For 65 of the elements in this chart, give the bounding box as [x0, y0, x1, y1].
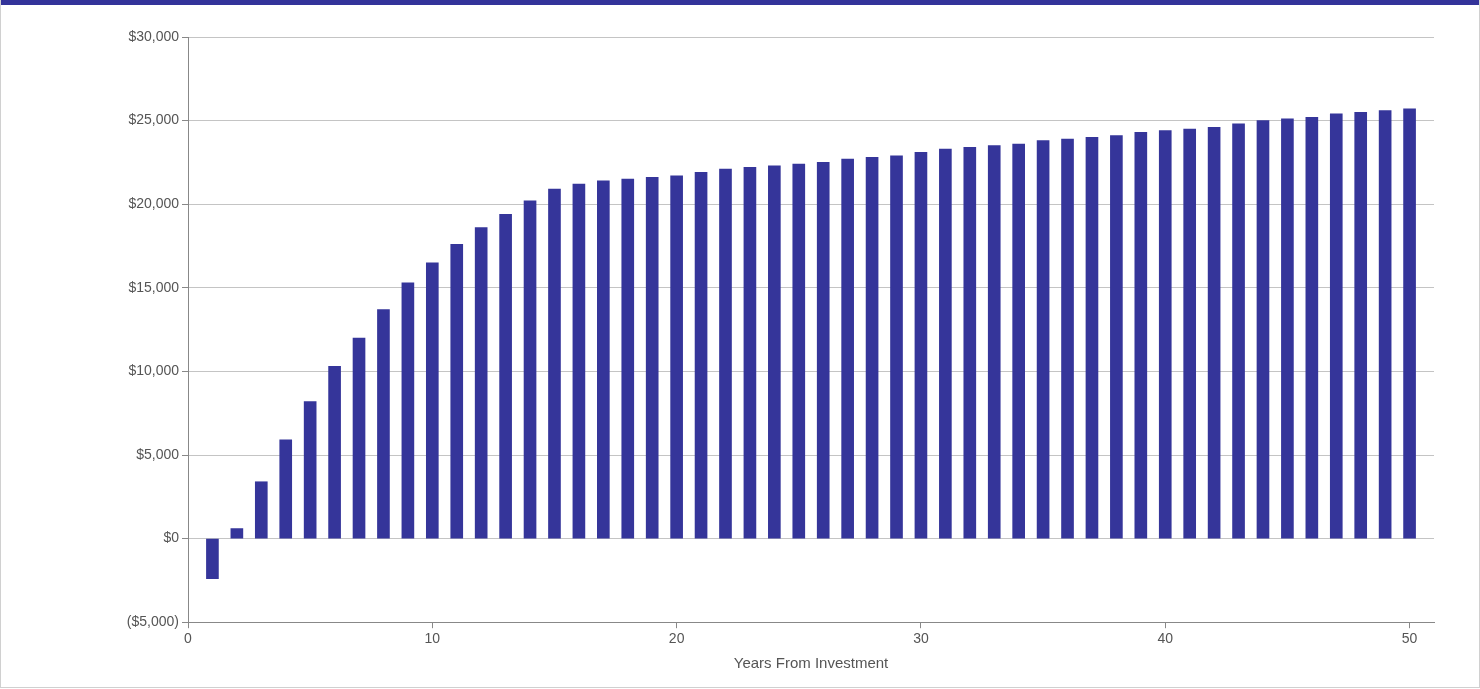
bar — [719, 168, 732, 539]
bar — [1110, 135, 1123, 539]
bar — [963, 147, 977, 539]
bar — [792, 163, 806, 539]
x-tick-label: 0 — [184, 630, 193, 647]
bar — [1305, 116, 1319, 539]
bar — [1256, 120, 1270, 539]
bar — [1061, 138, 1074, 539]
bar — [645, 177, 659, 539]
x-tick-label: 20 — [668, 630, 685, 647]
bar — [1378, 110, 1392, 539]
bar — [474, 227, 488, 539]
bar — [548, 188, 561, 539]
bar — [816, 162, 830, 539]
x-tick-label: 30 — [913, 630, 929, 647]
x-tick-label: 50 — [1401, 630, 1418, 647]
bar — [1134, 131, 1148, 539]
bar — [1085, 136, 1099, 539]
y-tick-label: $25,000 — [128, 111, 180, 128]
bar — [987, 145, 1001, 539]
bar — [328, 366, 341, 539]
bar — [621, 178, 635, 539]
bar — [939, 148, 952, 539]
y-tick-label: $0 — [163, 529, 180, 546]
bar — [230, 528, 244, 539]
y-tick-label: $5,000 — [136, 445, 180, 462]
bar — [572, 183, 586, 539]
bar — [499, 213, 512, 539]
bar — [377, 309, 390, 539]
bar — [1183, 128, 1197, 539]
bar — [279, 439, 293, 539]
bar — [450, 244, 464, 539]
bar — [890, 155, 903, 539]
bar — [1036, 140, 1050, 539]
bar — [743, 167, 757, 539]
bar — [1232, 123, 1245, 539]
bar — [1207, 126, 1221, 539]
bar — [1158, 130, 1172, 539]
bar — [914, 152, 928, 539]
bar — [523, 200, 537, 539]
bar — [303, 401, 317, 539]
bar — [352, 337, 366, 539]
bar — [1281, 118, 1294, 539]
bar — [670, 175, 683, 539]
x-tick-label: 10 — [424, 630, 441, 647]
y-tick-label: $20,000 — [128, 195, 180, 212]
y-tick-label: $15,000 — [128, 278, 180, 295]
bar — [768, 165, 781, 539]
y-tick-label: $30,000 — [128, 27, 180, 44]
bar — [865, 157, 879, 539]
x-tick-label: 40 — [1157, 630, 1174, 647]
bar — [1329, 113, 1343, 539]
y-tick-label: ($5,000) — [126, 613, 179, 630]
bar — [597, 180, 610, 539]
bar — [694, 172, 708, 539]
bar — [841, 158, 854, 539]
bar — [206, 538, 219, 580]
y-tick-label: $10,000 — [128, 362, 180, 379]
bar — [1012, 143, 1025, 539]
x-axis-title: Years From Investment — [733, 654, 890, 672]
bar — [1403, 108, 1416, 539]
bar — [401, 282, 415, 539]
bar — [425, 262, 439, 539]
bar — [1354, 111, 1368, 539]
bar — [254, 481, 268, 539]
